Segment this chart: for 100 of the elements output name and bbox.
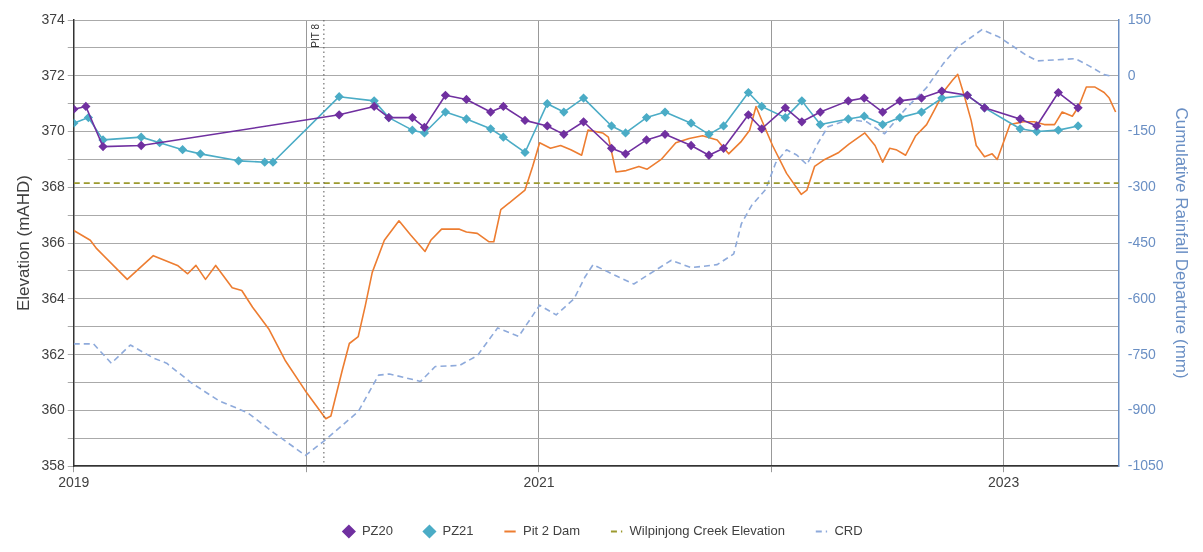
point — [917, 107, 926, 117]
point — [757, 124, 767, 134]
point — [704, 150, 714, 160]
y-tick-label: 366 — [41, 233, 65, 250]
point — [559, 107, 569, 117]
point — [781, 113, 790, 122]
y-tick-label: 362 — [41, 345, 65, 362]
legend-label: CRD — [834, 523, 863, 539]
point — [895, 96, 905, 106]
x-tick-label: 2023 — [988, 474, 1020, 491]
point — [369, 102, 379, 111]
point — [816, 107, 825, 117]
point — [408, 125, 417, 135]
point — [178, 145, 187, 154]
y2-tick-label: -300 — [1127, 178, 1157, 195]
point — [579, 117, 588, 127]
y2-tick-label: -600 — [1127, 289, 1157, 306]
y2-tick-label: 0 — [1127, 66, 1136, 83]
point — [462, 114, 471, 124]
point — [816, 120, 825, 129]
point — [334, 92, 344, 101]
point — [686, 118, 696, 128]
point — [937, 86, 947, 96]
point — [878, 107, 887, 117]
point — [542, 121, 552, 131]
y2-tick-label: -150 — [1127, 122, 1157, 139]
x-tick-label: 2019 — [58, 474, 90, 491]
point — [686, 141, 696, 150]
point — [607, 143, 616, 153]
point — [917, 93, 926, 103]
y2-tick-label: 150 — [1127, 10, 1152, 27]
line-series — [73, 28, 1111, 457]
point — [757, 102, 767, 111]
y-tick-label: 372 — [41, 66, 65, 83]
point — [642, 113, 651, 122]
point — [334, 110, 344, 120]
y-tick-label: 368 — [41, 178, 65, 195]
point — [642, 135, 651, 145]
point — [520, 148, 530, 157]
y-tick-label: 358 — [41, 457, 65, 474]
point — [744, 110, 753, 120]
point — [420, 123, 429, 132]
point — [520, 116, 530, 125]
point — [1054, 88, 1063, 97]
point — [260, 157, 269, 167]
legend-label: PZ20 — [361, 523, 393, 539]
point — [81, 102, 91, 111]
point — [486, 107, 495, 117]
point — [844, 96, 853, 106]
legend-label: Pit 2 Dam — [523, 523, 581, 539]
point — [136, 141, 146, 150]
y-tick-label: 364 — [41, 289, 65, 306]
y-tick-label: 374 — [41, 10, 65, 27]
point — [234, 156, 243, 166]
y2-axis-title: Cumulative Rainfall Departure (mm) — [1172, 107, 1192, 379]
point — [98, 142, 108, 151]
y-axis-title: Elevation (mAHD) — [13, 175, 33, 312]
point — [1032, 121, 1041, 131]
point — [895, 113, 905, 122]
point — [878, 120, 887, 129]
point — [579, 93, 588, 103]
point — [607, 121, 616, 131]
point — [196, 149, 205, 159]
point — [559, 130, 569, 139]
point — [441, 107, 450, 117]
point — [1054, 125, 1063, 135]
y2-tick-label: -450 — [1127, 233, 1157, 250]
point — [744, 88, 753, 97]
point — [719, 121, 728, 131]
point — [859, 93, 869, 103]
point — [408, 113, 417, 122]
point — [1015, 124, 1025, 134]
point — [937, 93, 947, 103]
ref-line-label: PIT 8 — [309, 23, 321, 48]
point — [719, 143, 728, 153]
point — [781, 103, 790, 113]
point — [621, 128, 630, 138]
point — [136, 132, 146, 142]
point — [1015, 114, 1025, 124]
point — [844, 114, 853, 124]
y2-tick-label: -900 — [1127, 401, 1157, 418]
legend-label: Wilpinjong Creek Elevation — [629, 523, 785, 539]
point — [486, 124, 495, 134]
y-tick-label: 370 — [41, 122, 65, 139]
point — [1073, 121, 1083, 131]
x-tick-label: 2021 — [523, 474, 555, 491]
y2-tick-label: -750 — [1127, 345, 1157, 362]
point — [441, 91, 450, 100]
point — [462, 95, 471, 104]
y-tick-label: 360 — [41, 401, 65, 418]
point — [704, 130, 714, 139]
point — [797, 96, 807, 106]
point — [499, 102, 508, 111]
point — [797, 117, 807, 127]
point — [542, 99, 552, 108]
point — [660, 130, 670, 139]
point — [621, 149, 630, 159]
point — [499, 132, 508, 142]
point — [660, 107, 670, 117]
point — [1073, 103, 1083, 113]
